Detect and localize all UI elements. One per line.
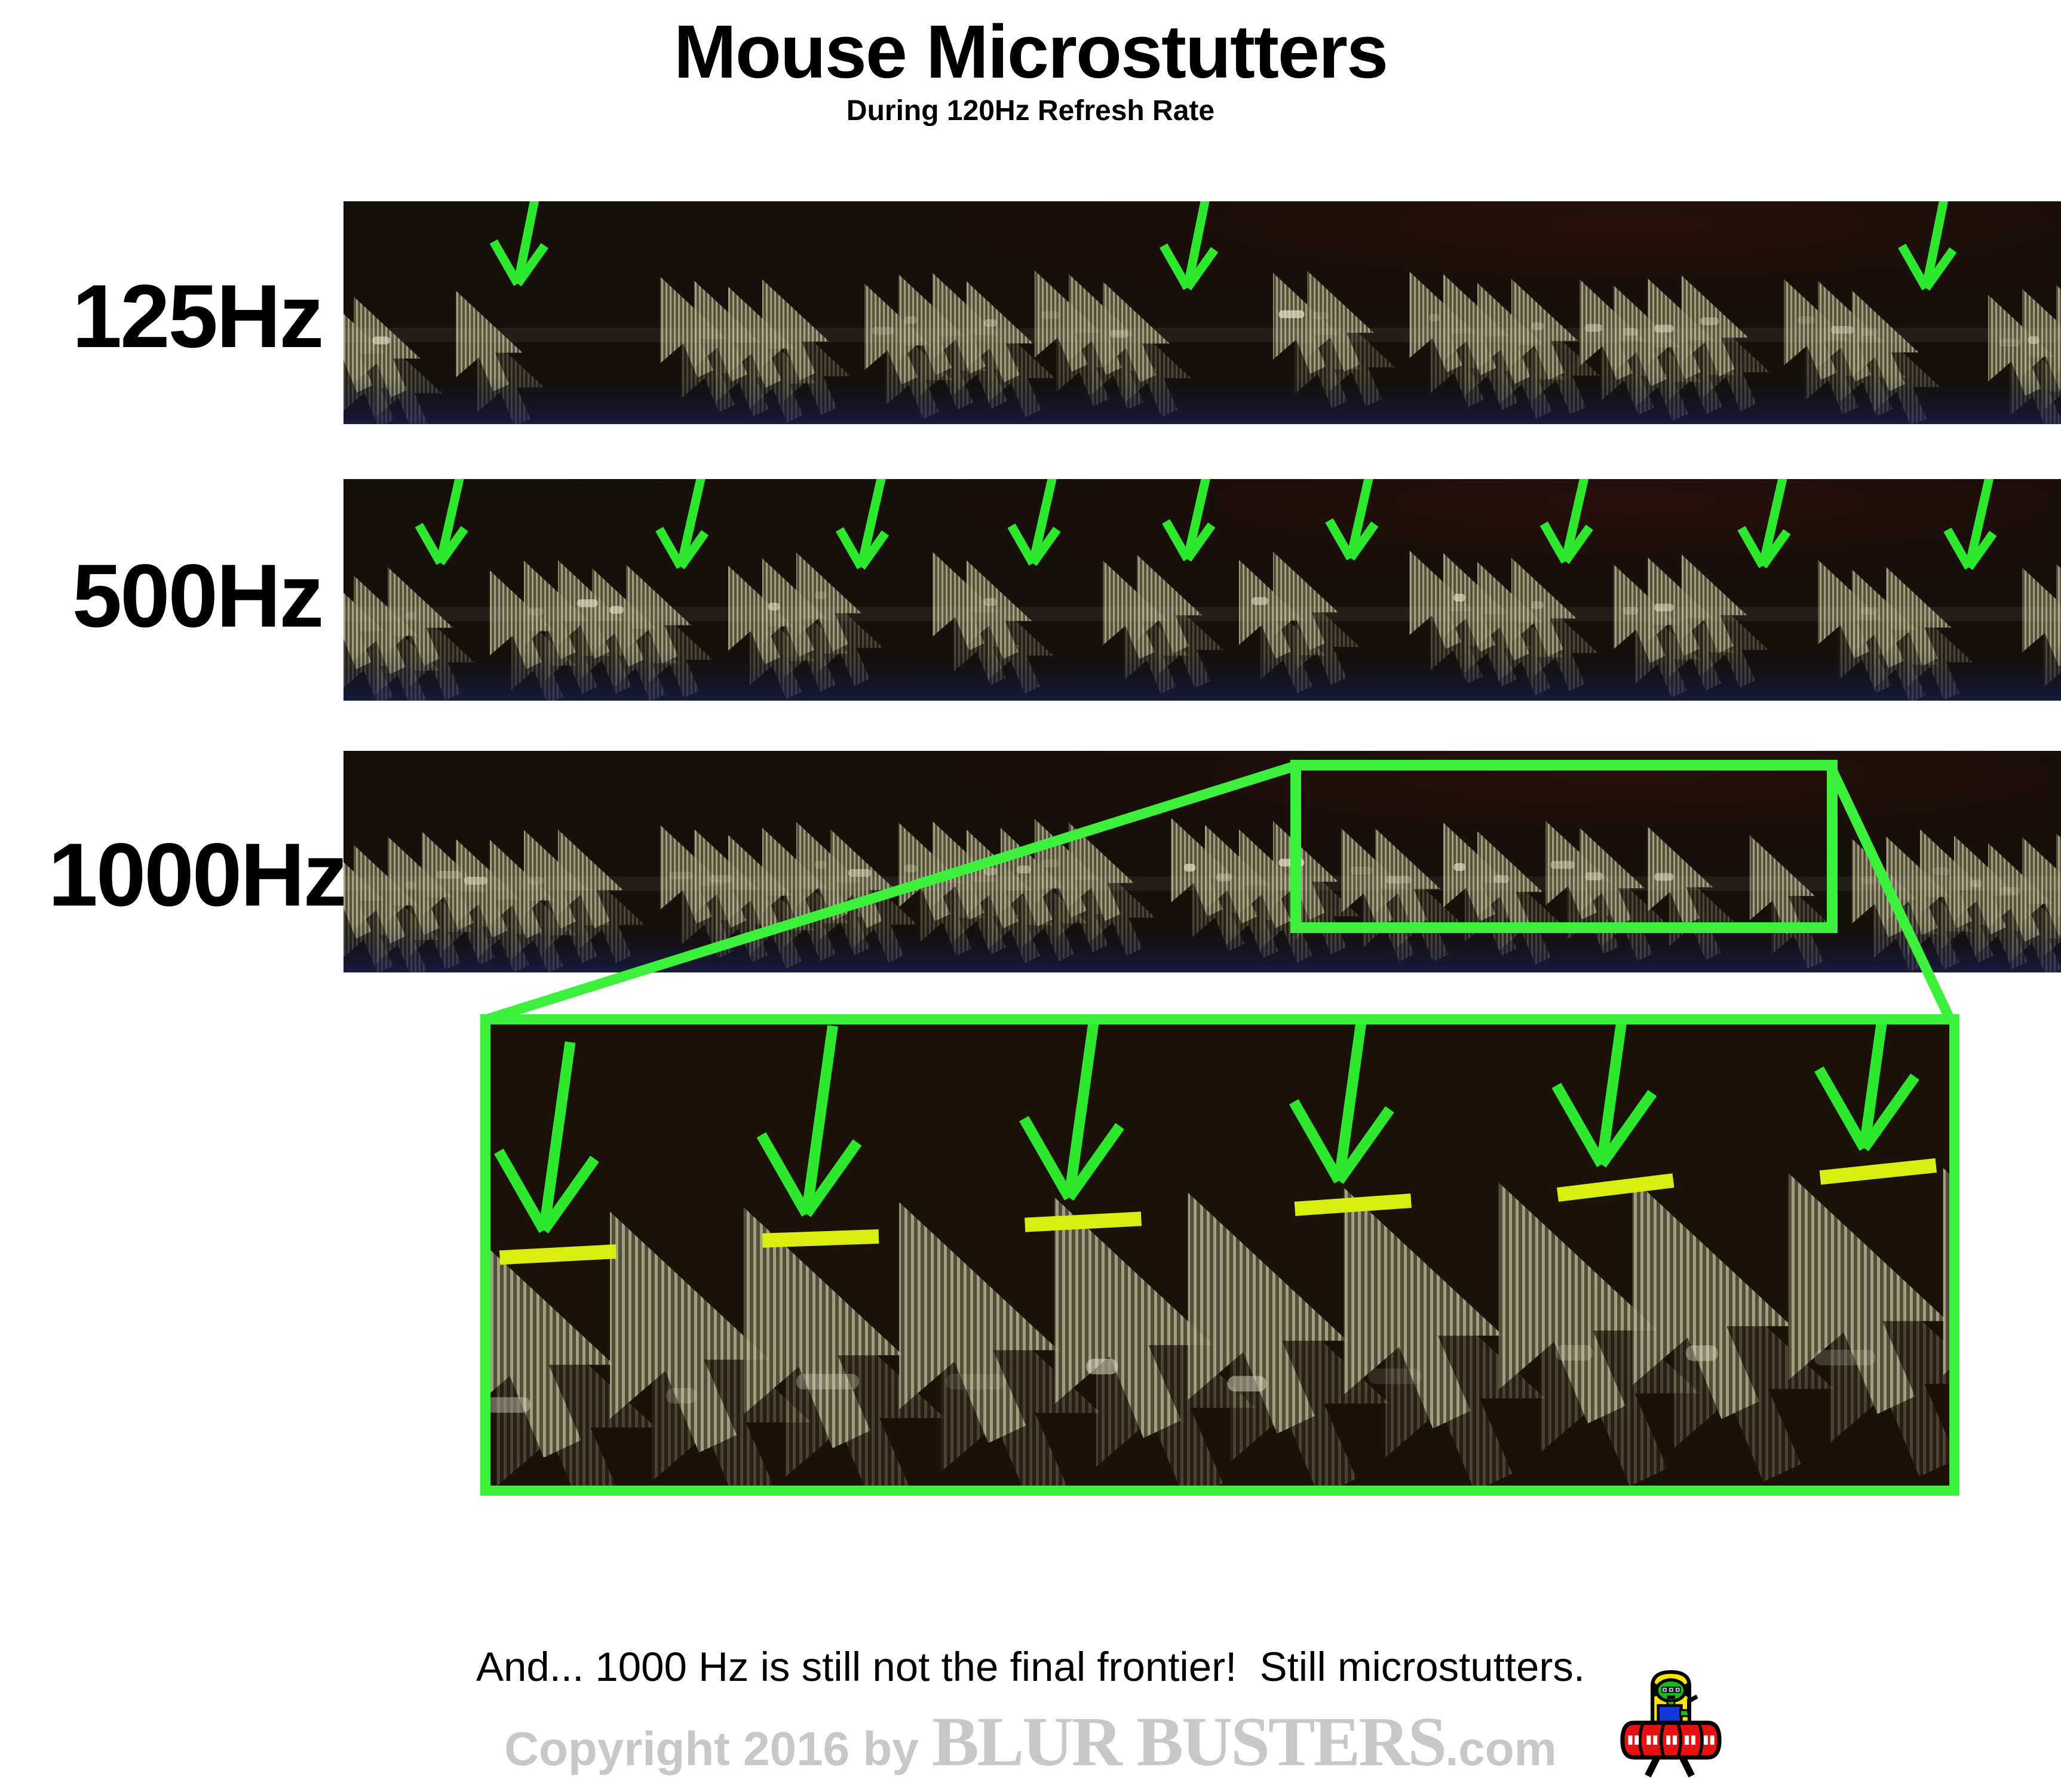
photo-strip-125hz [344,201,2061,424]
magnifier-content [490,1024,1949,1486]
magnified-region-rect [1290,760,1838,933]
page-title: Mouse Microstutters [673,10,1388,94]
cursor-trail-500hz [344,479,2061,701]
copyright-brand: BLUR BUSTERS [931,1702,1447,1781]
label-125hz: 125Hz [72,266,324,366]
copyright-prefix: Copyright 2016 by [504,1722,932,1775]
page-subtitle: During 120Hz Refresh Rate [846,95,1215,127]
photo-strip-500hz [344,479,2061,701]
label-500hz: 500Hz [72,545,324,646]
magnifier-inset [480,1014,1959,1496]
ufo-logo-icon [1620,1670,1722,1778]
copyright-suffix: .com [1445,1722,1557,1775]
label-1000hz: 1000Hz [48,824,348,925]
cursor-trail-125hz [344,201,2061,424]
caption-text: And... 1000 Hz is still not the final fr… [0,1492,2061,1792]
copyright-line: Copyright 2016 by BLUR BUSTERS.com [0,1701,2061,1782]
caption-line-1: And... 1000 Hz is still not the final fr… [476,1644,1585,1690]
